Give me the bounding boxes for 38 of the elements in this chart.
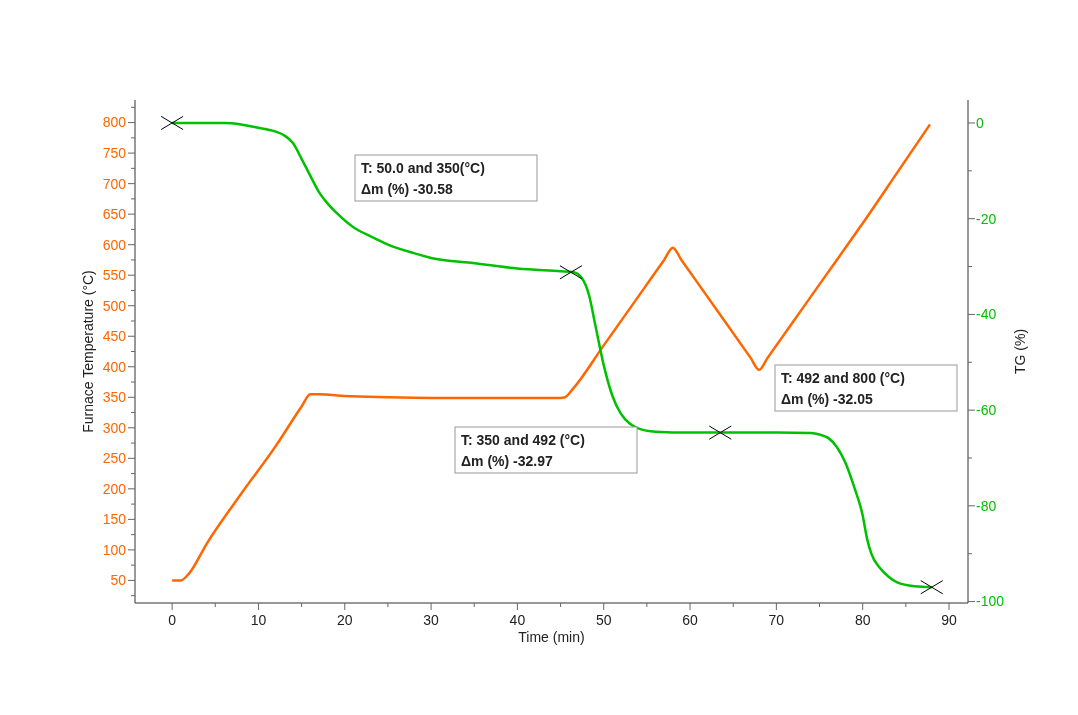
y-tick-label: 50 xyxy=(110,572,127,589)
x-tick-label: 80 xyxy=(854,612,871,628)
annotation: T: 492 and 800 (°C) Δm (%) -32.05 xyxy=(781,370,905,407)
x-tick-label: 70 xyxy=(768,612,785,628)
y-tick-label: 600 xyxy=(102,236,127,253)
y2-axis-title: TG (%) xyxy=(1012,328,1028,375)
y2-tick-label: -40 xyxy=(976,306,997,323)
x-tick-label: 20 xyxy=(336,612,353,628)
y-tick-label: 750 xyxy=(102,145,127,162)
y-tick-label: 300 xyxy=(102,419,127,436)
y2-tick-label: -80 xyxy=(976,497,997,514)
annotation: T: 50.0 and 350(°C) Δm (%) -30.58 xyxy=(361,160,485,197)
y-tick-label: 250 xyxy=(102,450,127,467)
y-tick-label: 650 xyxy=(102,206,127,223)
y-tick-label: 800 xyxy=(102,114,127,131)
x-tick-label: 30 xyxy=(423,612,440,628)
y2-tick-label: 0 xyxy=(976,114,984,131)
y-tick-label: 200 xyxy=(102,480,127,497)
y-axis-title: Furnace Temperature (°C) xyxy=(80,270,96,433)
y-tick-label: 450 xyxy=(102,328,127,345)
y-tick-label: 500 xyxy=(102,297,127,314)
x-tick-label: 50 xyxy=(595,612,612,628)
x-axis-title: Time (min) xyxy=(518,629,585,645)
y2-tick-label: -100 xyxy=(976,593,1005,610)
annotation: T: 350 and 492 (°C) Δm (%) -32.97 xyxy=(461,432,585,469)
y-tick-label: 400 xyxy=(102,358,127,375)
y-tick-label: 550 xyxy=(102,267,127,284)
y2-tick-label: -60 xyxy=(976,402,997,419)
y-tick-label: 100 xyxy=(102,541,127,558)
y-tick-label: 350 xyxy=(102,389,127,406)
x-tick-label: 10 xyxy=(250,612,267,628)
x-tick-label: 90 xyxy=(941,612,958,628)
y-tick-label: 150 xyxy=(102,511,127,528)
x-tick-label: 0 xyxy=(168,612,177,628)
y-tick-label: 700 xyxy=(102,175,127,192)
x-tick-label: 40 xyxy=(509,612,526,628)
y2-tick-label: -20 xyxy=(976,210,997,227)
x-tick-label: 60 xyxy=(682,612,699,628)
